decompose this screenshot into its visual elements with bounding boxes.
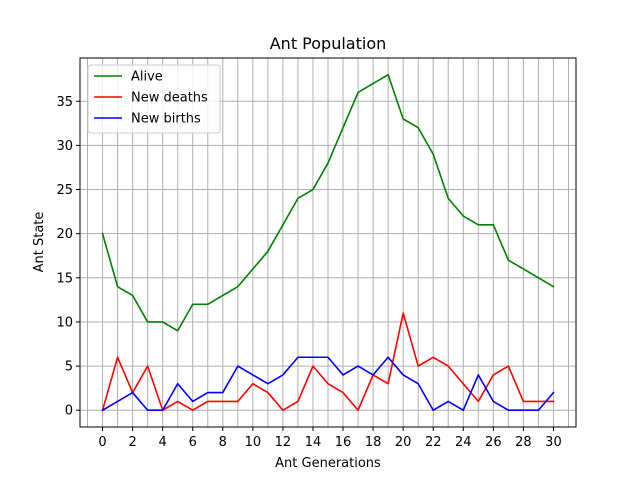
- legend-entry-label: New births: [131, 112, 201, 127]
- x-tick-label: 0: [98, 435, 106, 450]
- legend-box: [87, 64, 221, 134]
- series-line-alive: [101, 73, 555, 332]
- x-tick-label: 18: [365, 435, 382, 450]
- series-lines: [101, 73, 555, 412]
- x-tick-label: 22: [425, 435, 442, 450]
- x-axis-ticks: 0 2 4 6 8 10 12 14 16 18 20 22 24 26 28 30: [98, 427, 562, 450]
- x-tick-label: 30: [545, 435, 562, 450]
- x-tick-label: 16: [335, 435, 352, 450]
- x-tick-label: 28: [515, 435, 532, 450]
- x-tick-label: 4: [159, 435, 167, 450]
- y-tick-label: 20: [56, 227, 73, 242]
- x-tick-label: 14: [305, 435, 322, 450]
- chart-title: Ant Population: [270, 34, 387, 53]
- x-axis-title: Ant Generations: [275, 456, 381, 471]
- x-tick-label: 24: [455, 435, 472, 450]
- y-axis-ticks: 0 5 10 15 20 25 30 35: [56, 95, 80, 419]
- legend-entry-label: Alive: [131, 70, 163, 85]
- y-tick-label: 10: [56, 315, 73, 330]
- x-tick-label: 6: [189, 435, 197, 450]
- y-tick-label: 25: [56, 183, 73, 198]
- x-tick-label: 2: [128, 435, 136, 450]
- y-tick-label: 30: [56, 139, 73, 154]
- series-line-new-deaths: [101, 312, 555, 412]
- y-tick-label: 15: [56, 271, 73, 286]
- legend: Alive New deaths New births: [87, 64, 221, 134]
- y-tick-label: 0: [65, 404, 73, 419]
- y-tick-label: 5: [65, 360, 73, 375]
- x-tick-label: 26: [485, 435, 502, 450]
- series-line-new-births: [101, 356, 555, 412]
- y-axis-title: Ant State: [32, 212, 47, 273]
- legend-entry-label: New deaths: [131, 91, 208, 106]
- x-tick-label: 8: [219, 435, 227, 450]
- x-tick-label: 10: [245, 435, 262, 450]
- y-tick-label: 35: [56, 95, 73, 110]
- plot-frame: [79, 57, 577, 428]
- x-tick-label: 12: [275, 435, 292, 450]
- x-tick-label: 20: [395, 435, 412, 450]
